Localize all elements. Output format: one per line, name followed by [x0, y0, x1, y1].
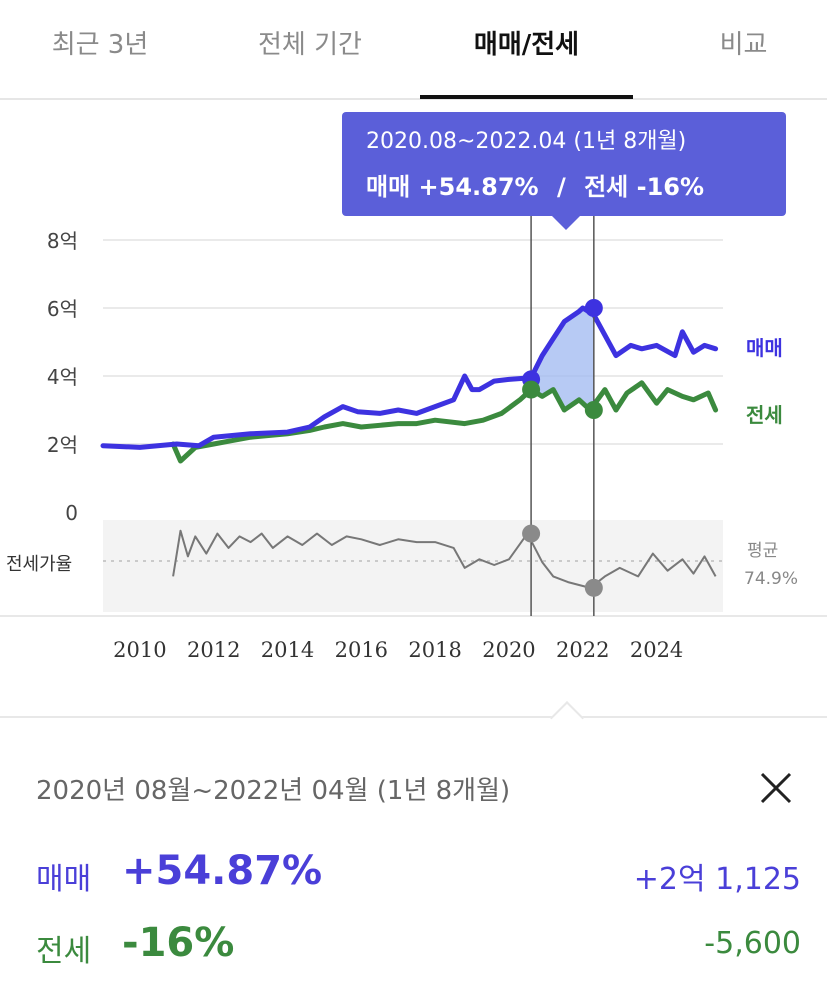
close-button[interactable] [752, 764, 800, 812]
x-tick-label: 2022 [556, 638, 609, 662]
tab-bar: 최근 3년 전체 기간 매매/전세 비교 [0, 0, 827, 100]
active-tab-indicator [420, 95, 633, 99]
y-tick-label: 8억 [47, 229, 78, 253]
y-tick-label: 4억 [47, 365, 78, 389]
ratio-series-line [172, 529, 717, 589]
detail-caret [550, 701, 584, 735]
x-tick-label: 2012 [187, 638, 240, 662]
y-tick-label: 2억 [47, 433, 78, 457]
x-tick-label: 2020 [482, 638, 535, 662]
ratio-label: 전세가율 [6, 554, 72, 575]
selection-tooltip: 2020.08~2022.04 (1년 8개월) 매매 +54.87% / 전세… [342, 112, 786, 230]
section-divider [0, 716, 827, 718]
jeonse-series-line [170, 380, 719, 464]
selection-highlight-area [531, 308, 594, 410]
tooltip-background [342, 112, 786, 216]
ratio-start-point [522, 524, 541, 543]
y-tick-label: 0 [65, 501, 78, 525]
detail-sale-change: +54.87% [122, 848, 323, 894]
detail-sale-label: 매매 [36, 862, 92, 897]
sale-end-point [584, 299, 603, 317]
tooltip-sale-label: 매매 [366, 173, 410, 201]
tooltip-sale-change: +54.87% [419, 173, 539, 201]
tooltip-jeonse-change: -16% [637, 173, 704, 201]
tooltip-summary: 매매 +54.87% / 전세 -16% [366, 173, 704, 201]
tab-all-period[interactable]: 전체 기간 [258, 30, 362, 60]
tooltip-range: 2020.08~2022.04 (1년 8개월) [366, 129, 686, 154]
sale-series-label: 매매 [746, 336, 783, 360]
detail-jeonse-label: 전세 [36, 934, 92, 969]
close-icon [760, 772, 792, 804]
tab-recent-3y[interactable]: 최근 3년 [51, 30, 149, 60]
ratio-average-value: 74.9% [744, 569, 798, 589]
jeonse-series-label: 전세 [746, 403, 783, 427]
jeonse-end-point [584, 401, 603, 419]
x-tick-label: 2010 [113, 638, 166, 662]
tab-compare[interactable]: 비교 [719, 30, 768, 60]
tooltip-jeonse-label: 전세 [584, 173, 628, 201]
tooltip-pointer [552, 216, 580, 230]
sale-series-line [100, 305, 719, 450]
x-tick-label: 2024 [630, 638, 683, 662]
ratio-average-label: 평균 [747, 541, 778, 561]
ratio-end-point [584, 578, 603, 597]
x-tick-label: 2014 [261, 638, 314, 662]
x-tick-label: 2016 [335, 638, 388, 662]
detail-sale-amount: +2억 1,125 [633, 862, 801, 897]
tab-sale-jeonse[interactable]: 매매/전세 [473, 30, 580, 60]
price-chart[interactable]: 8억 6억 4억 2억 0 전세가율 평균 74.9% 2010 2012 2014 2016… [0, 100, 827, 670]
detail-range: 2020년 08월~2022년 04월 (1년 8개월) [36, 776, 511, 806]
jeonse-start-point [522, 380, 541, 399]
y-tick-label: 6억 [47, 297, 78, 321]
tooltip-separator: / [557, 173, 566, 201]
ratio-band [103, 520, 723, 612]
x-tick-label: 2018 [408, 638, 461, 662]
detail-jeonse-change: -16% [122, 920, 235, 966]
detail-jeonse-amount: -5,600 [704, 926, 801, 961]
